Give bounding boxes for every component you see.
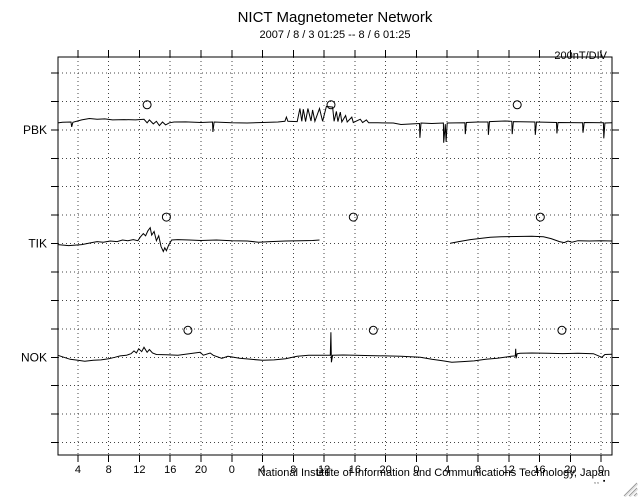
x-tick-label: 8 xyxy=(106,464,112,476)
x-tick-label: 4 xyxy=(259,464,265,476)
x-tick-label: 12 xyxy=(133,464,145,476)
station-label-pbk: PBK xyxy=(23,123,47,137)
x-tick-label: 12 xyxy=(503,464,515,476)
x-tick-label: 4 xyxy=(444,464,450,476)
plot-border xyxy=(57,56,613,456)
x-tick-label: 8 xyxy=(475,464,481,476)
x-tick-label: 20 xyxy=(380,464,392,476)
x-tick-label: 16 xyxy=(533,464,545,476)
midnight-marker-tik xyxy=(161,212,171,222)
midnight-marker-nok xyxy=(557,325,567,335)
midnight-marker-tik xyxy=(535,212,545,222)
x-axis-unit-label: UT xyxy=(316,467,331,479)
page-title: NICT Magnetometer Network xyxy=(237,9,433,26)
x-tick-label: 20 xyxy=(195,464,207,476)
x-tick-label: 0 xyxy=(413,464,419,476)
trace-pbk xyxy=(57,105,612,143)
midnight-marker-nok xyxy=(183,325,193,335)
institute-credit: National Institute of Information and Co… xyxy=(257,467,610,479)
render-artifact: ,, ▪ xyxy=(594,478,607,485)
station-label-nok: NOK xyxy=(21,350,47,364)
midnight-marker-pbk xyxy=(326,100,336,110)
midnight-marker-nok xyxy=(368,325,378,335)
trace-tik xyxy=(57,226,320,253)
scale-label: 200nT/DIV xyxy=(554,50,607,62)
x-tick-label: 0 xyxy=(229,464,235,476)
trace-tik xyxy=(450,235,612,244)
x-tick-label: 20 xyxy=(564,464,576,476)
window-resize-grip-icon[interactable] xyxy=(622,481,638,497)
midnight-marker-pbk xyxy=(142,100,152,110)
station-label-tik: TIK xyxy=(28,237,47,251)
x-tick-label: 0 xyxy=(598,464,604,476)
x-tick-label: 16 xyxy=(349,464,361,476)
x-tick-label: 8 xyxy=(290,464,296,476)
trace-nok xyxy=(57,332,612,363)
x-tick-label: 12 xyxy=(318,464,330,476)
midnight-marker-pbk xyxy=(512,100,522,110)
date-range-label: 2007 / 8 / 3 01:25 -- 8 / 6 01:25 xyxy=(259,29,411,41)
midnight-marker-tik xyxy=(348,212,358,222)
x-tick-label: 4 xyxy=(75,464,81,476)
x-tick-label: 16 xyxy=(164,464,176,476)
